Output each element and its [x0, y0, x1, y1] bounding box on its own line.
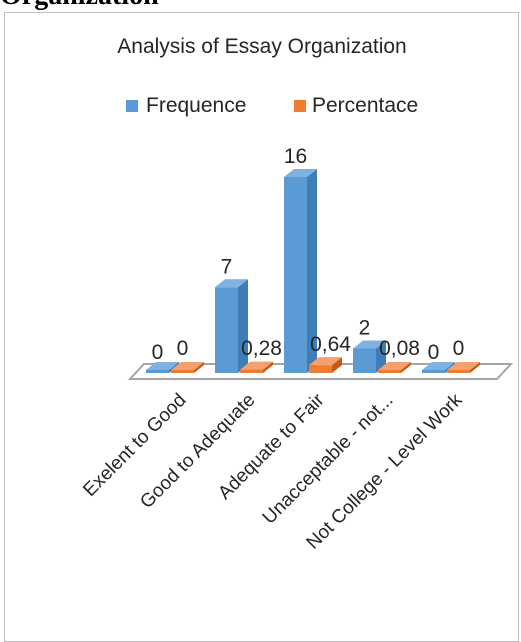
data-label-frequence-3: 2: [359, 317, 371, 340]
chart-title: Analysis of Essay Organization: [117, 35, 406, 58]
bar-front: [215, 287, 238, 373]
data-label-frequence-1: 7: [221, 255, 233, 278]
bar-percentace-2: [309, 357, 342, 373]
bar-percentace-4: [447, 362, 480, 373]
bar-frequence-1: [215, 279, 248, 373]
bar-top: [284, 169, 317, 177]
bar-top: [353, 340, 386, 349]
category-label-3: Unacceptable - not...: [259, 390, 398, 529]
bar-percentace-0: [171, 362, 204, 373]
bar-front: [447, 370, 470, 373]
bar-top: [215, 279, 248, 288]
bar-top: [171, 362, 204, 370]
bar-top: [447, 362, 480, 370]
bar-side: [401, 362, 411, 373]
bar-front: [240, 369, 263, 373]
bar-front: [309, 365, 332, 373]
bar-front: [171, 370, 194, 373]
data-label-frequence-2: 16: [284, 145, 307, 168]
chart-frame: [4, 12, 519, 642]
bar-top: [309, 357, 342, 366]
legend-label-percentace: Percentace: [312, 94, 418, 117]
bar-front: [422, 370, 445, 373]
bar-side: [238, 279, 248, 373]
bar-front: [378, 370, 401, 373]
bar-side: [307, 169, 317, 373]
bar-top: [422, 362, 455, 370]
bar-percentace-1: [240, 361, 273, 373]
bar-front: [353, 348, 376, 373]
bar-frequence-2: [284, 169, 317, 373]
bars-group: [146, 169, 480, 373]
section-heading: Organization: [0, 0, 159, 12]
legend-swatch-percentace: [294, 100, 306, 112]
data-label-percentace-1: 0,28: [241, 337, 282, 360]
data-label-frequence-4: 0: [428, 341, 440, 364]
bar-front: [146, 370, 169, 373]
bar-side: [376, 340, 386, 373]
legend-swatch-frequence: [126, 100, 138, 112]
data-label-percentace-2: 0,64: [310, 333, 351, 356]
bar-top: [146, 362, 179, 370]
bar-side: [332, 357, 342, 373]
bar-top: [378, 362, 411, 370]
data-label-percentace-4: 0: [453, 337, 465, 360]
category-label-1: Good to Adequate: [136, 390, 259, 513]
data-label-percentace-3: 0,08: [379, 337, 420, 360]
data-label-frequence-0: 0: [152, 341, 164, 364]
bar-frequence-3: [353, 340, 386, 373]
bar-side: [263, 361, 273, 373]
bar-side: [194, 362, 204, 373]
bar-top: [240, 361, 273, 370]
chart-legend: Frequence Percentace: [126, 94, 418, 117]
data-label-percentace-0: 0: [177, 337, 189, 360]
bar-percentace-3: [378, 362, 411, 373]
legend-label-frequence: Frequence: [146, 94, 246, 117]
bar-side: [470, 362, 480, 373]
bar-front: [284, 177, 307, 373]
